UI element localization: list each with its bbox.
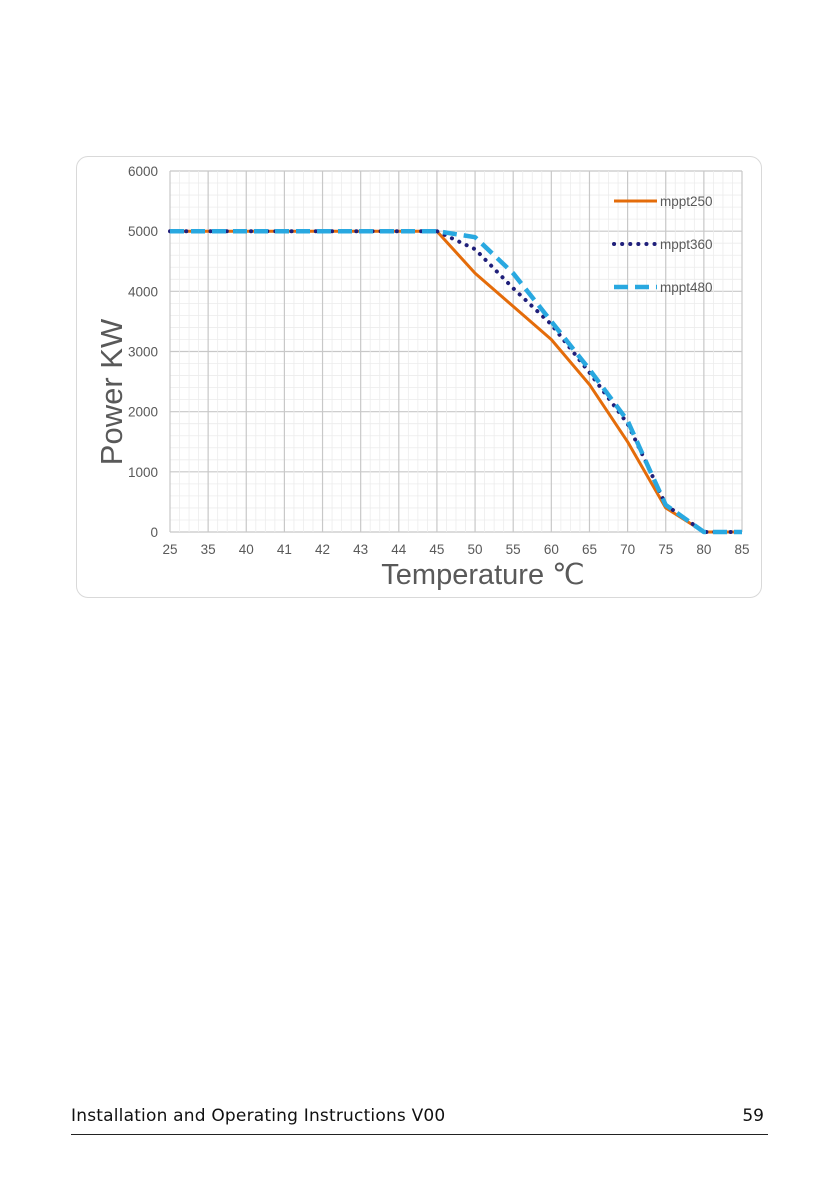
x-tick-label: 35 [201,542,216,557]
x-tick-label: 43 [353,542,368,557]
y-tick-labels: 0 1000 2000 3000 4000 5000 6000 [128,164,158,540]
grid [169,170,743,533]
series-lines [168,228,744,535]
y-tick-label: 6000 [128,164,158,179]
x-tick-label: 85 [734,542,749,557]
x-tick-label: 75 [658,542,673,557]
x-tick-label: 80 [696,542,711,557]
x-tick-label: 45 [429,542,444,557]
x-tick-label: 42 [315,542,330,557]
y-tick-label: 0 [150,525,158,540]
y-tick-label: 2000 [128,405,158,420]
x-tick-labels: 25 35 40 41 42 43 44 45 50 55 60 65 70 75 80 85 [162,542,749,557]
x-tick-label: 60 [544,542,559,557]
x-tick-label: 50 [468,542,483,557]
footer-title: Installation and Operating Instructions … [71,1106,446,1126]
chart-frame [76,156,762,598]
x-tick-label: 44 [391,542,407,557]
page-footer: Installation and Operating Instructions … [71,1106,768,1135]
power-derating-chart: 0 1000 2000 3000 4000 5000 6000 25 35 40 41 42 43 44… [94,164,750,591]
y-tick-label: 3000 [128,345,158,360]
legend-label-mppt360: mppt360 [660,237,713,252]
x-axis-label: Temperature ℃ [381,559,584,591]
x-tick-label: 25 [162,542,177,557]
x-tick-label: 65 [582,542,597,557]
y-tick-label: 5000 [128,224,158,239]
y-axis-label: Power KW [94,318,129,465]
y-tick-label: 4000 [128,284,158,299]
x-tick-label: 40 [239,542,254,557]
x-tick-label: 55 [506,542,521,557]
x-tick-label: 70 [620,542,635,557]
y-tick-label: 1000 [128,465,158,480]
series-line-mppt480 [170,228,742,535]
page-number: 59 [742,1106,764,1126]
x-tick-label: 41 [277,542,292,557]
legend: mppt250 mppt360 mppt480 [612,194,713,295]
legend-label-mppt250: mppt250 [660,194,713,209]
legend-label-mppt480: mppt480 [660,280,713,295]
